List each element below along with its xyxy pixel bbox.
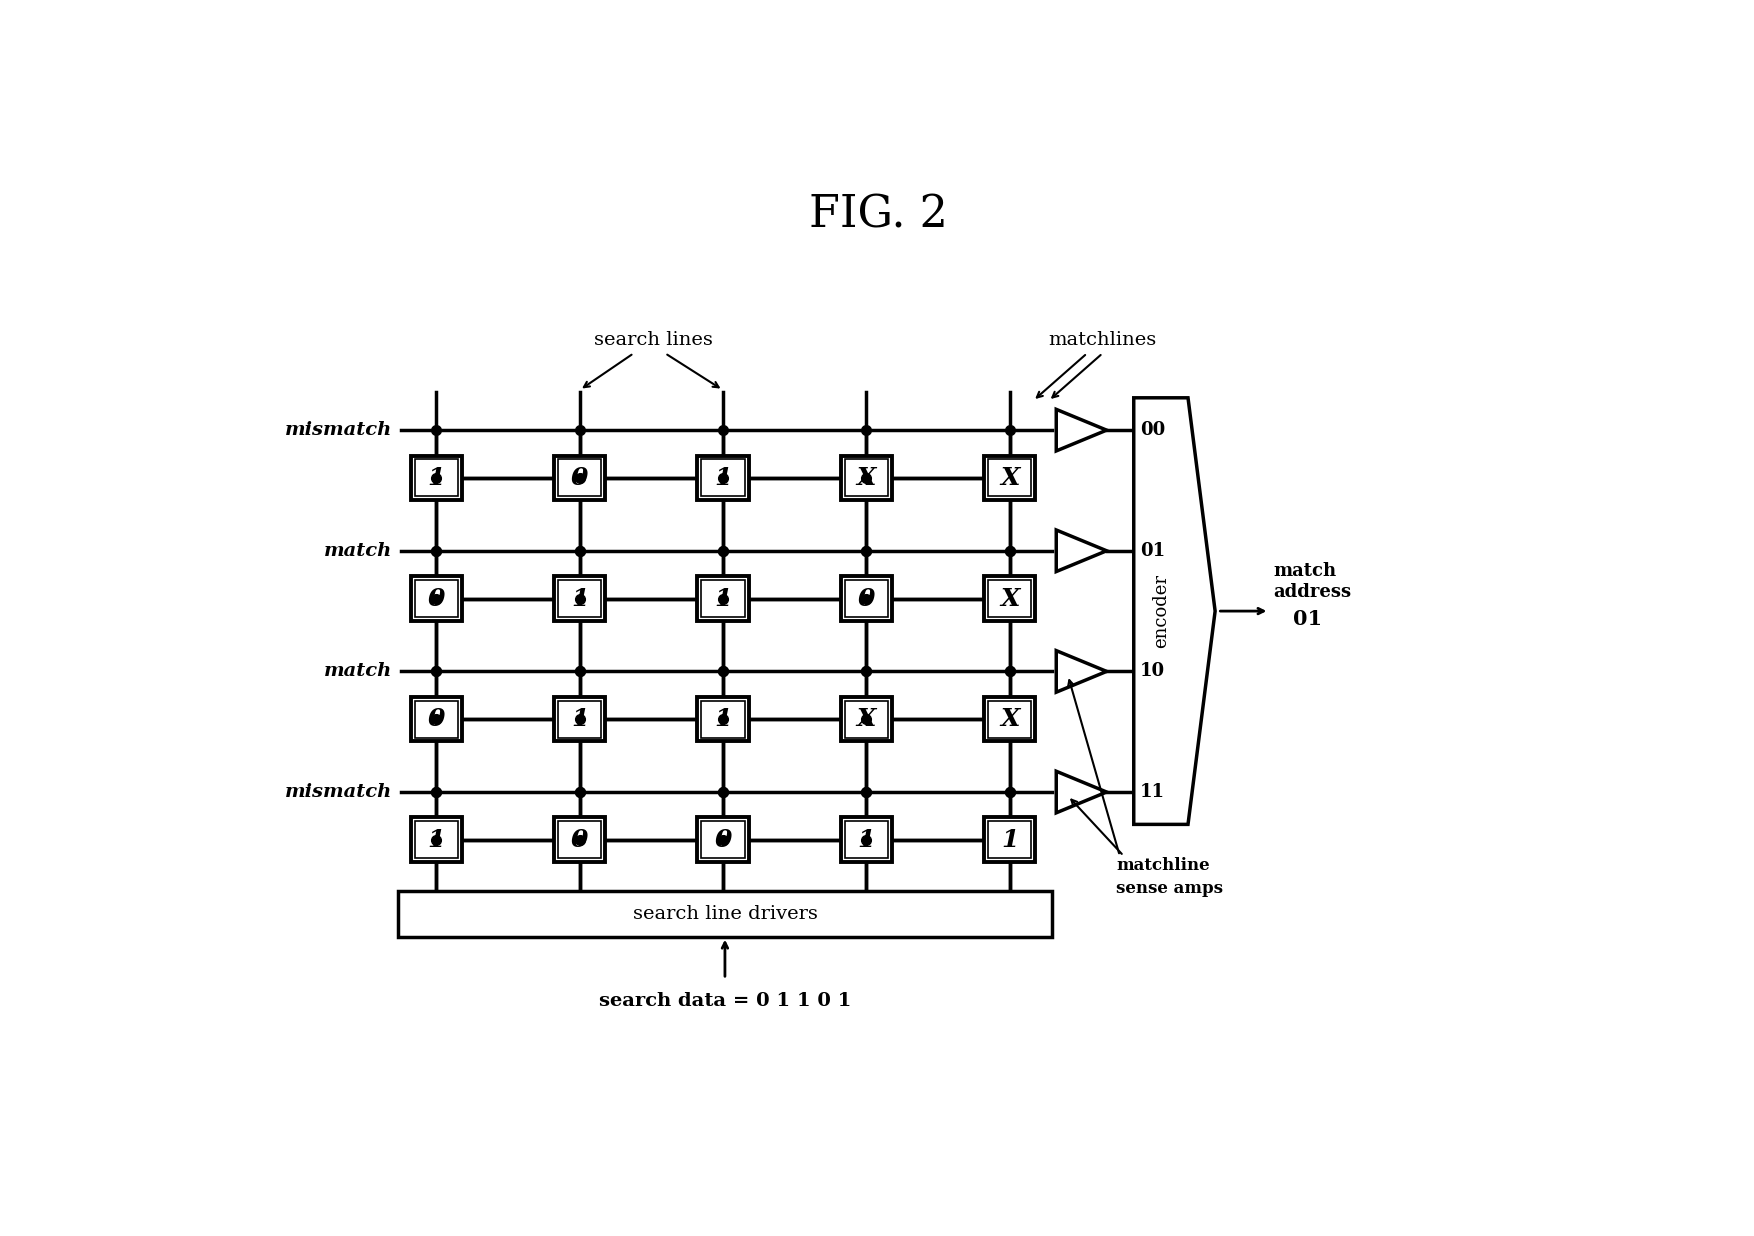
Polygon shape <box>1056 409 1107 451</box>
Bar <box>702 580 745 617</box>
Text: X: X <box>856 466 875 489</box>
Text: search lines: search lines <box>595 331 712 350</box>
Bar <box>845 460 888 497</box>
Polygon shape <box>1056 650 1107 692</box>
Polygon shape <box>1133 398 1216 824</box>
Bar <box>554 817 605 863</box>
Bar <box>702 821 745 858</box>
Text: 1: 1 <box>858 828 875 852</box>
Text: 1: 1 <box>428 828 446 852</box>
Text: 01: 01 <box>1140 541 1165 560</box>
Text: mismatch: mismatch <box>284 421 393 439</box>
Text: X: X <box>1000 466 1019 489</box>
Bar <box>558 821 602 858</box>
Bar <box>698 817 749 863</box>
Text: X: X <box>1000 707 1019 732</box>
Bar <box>554 697 605 742</box>
Text: 0: 0 <box>428 587 446 611</box>
Text: 1: 1 <box>714 707 731 732</box>
Text: matchline
sense amps: matchline sense amps <box>1116 858 1223 896</box>
Bar <box>984 456 1035 501</box>
Bar <box>558 701 602 738</box>
Text: 0: 0 <box>858 587 875 611</box>
Bar <box>702 701 745 738</box>
Text: 0: 0 <box>428 707 446 732</box>
Bar <box>984 697 1035 742</box>
Text: 1: 1 <box>572 587 588 611</box>
Text: search data = 0 1 1 0 1: search data = 0 1 1 0 1 <box>598 993 851 1010</box>
Bar <box>988 821 1031 858</box>
Bar <box>558 460 602 497</box>
Text: encoder: encoder <box>1152 574 1170 648</box>
Bar <box>410 456 461 501</box>
Text: match: match <box>324 662 393 680</box>
Bar <box>414 821 458 858</box>
Bar <box>702 460 745 497</box>
Bar <box>840 697 893 742</box>
Text: 0: 0 <box>572 466 588 489</box>
Bar <box>558 580 602 617</box>
Text: 1: 1 <box>428 466 446 489</box>
Bar <box>845 701 888 738</box>
Bar <box>554 456 605 501</box>
Text: X: X <box>856 707 875 732</box>
Bar <box>845 821 888 858</box>
Text: 1: 1 <box>714 466 731 489</box>
Text: 01: 01 <box>1293 609 1323 629</box>
Text: 1: 1 <box>1002 828 1019 852</box>
Bar <box>988 701 1031 738</box>
Bar <box>414 580 458 617</box>
Bar <box>840 576 893 620</box>
Bar <box>984 576 1035 620</box>
Bar <box>414 460 458 497</box>
Bar <box>410 697 461 742</box>
Polygon shape <box>1056 771 1107 813</box>
Text: 10: 10 <box>1140 662 1165 680</box>
Bar <box>554 576 605 620</box>
Text: match: match <box>324 541 393 560</box>
Bar <box>698 576 749 620</box>
Text: 1: 1 <box>572 707 588 732</box>
Bar <box>840 456 893 501</box>
Text: 11: 11 <box>1140 784 1165 801</box>
Bar <box>398 891 1052 937</box>
Text: 0: 0 <box>714 828 731 852</box>
Bar <box>410 576 461 620</box>
Text: matchlines: matchlines <box>1049 331 1158 350</box>
Text: match
address: match address <box>1273 562 1351 601</box>
Bar <box>840 817 893 863</box>
Bar <box>414 701 458 738</box>
Text: 1: 1 <box>714 587 731 611</box>
Text: 0: 0 <box>572 828 588 852</box>
Text: FIG. 2: FIG. 2 <box>809 193 947 236</box>
Text: mismatch: mismatch <box>284 784 393 801</box>
Text: 00: 00 <box>1140 421 1165 439</box>
Bar <box>698 456 749 501</box>
Bar <box>984 817 1035 863</box>
Bar <box>845 580 888 617</box>
Bar <box>988 460 1031 497</box>
Text: X: X <box>1000 587 1019 611</box>
Polygon shape <box>1056 530 1107 571</box>
Bar <box>410 817 461 863</box>
Bar <box>698 697 749 742</box>
Bar <box>988 580 1031 617</box>
Text: search line drivers: search line drivers <box>633 905 817 923</box>
